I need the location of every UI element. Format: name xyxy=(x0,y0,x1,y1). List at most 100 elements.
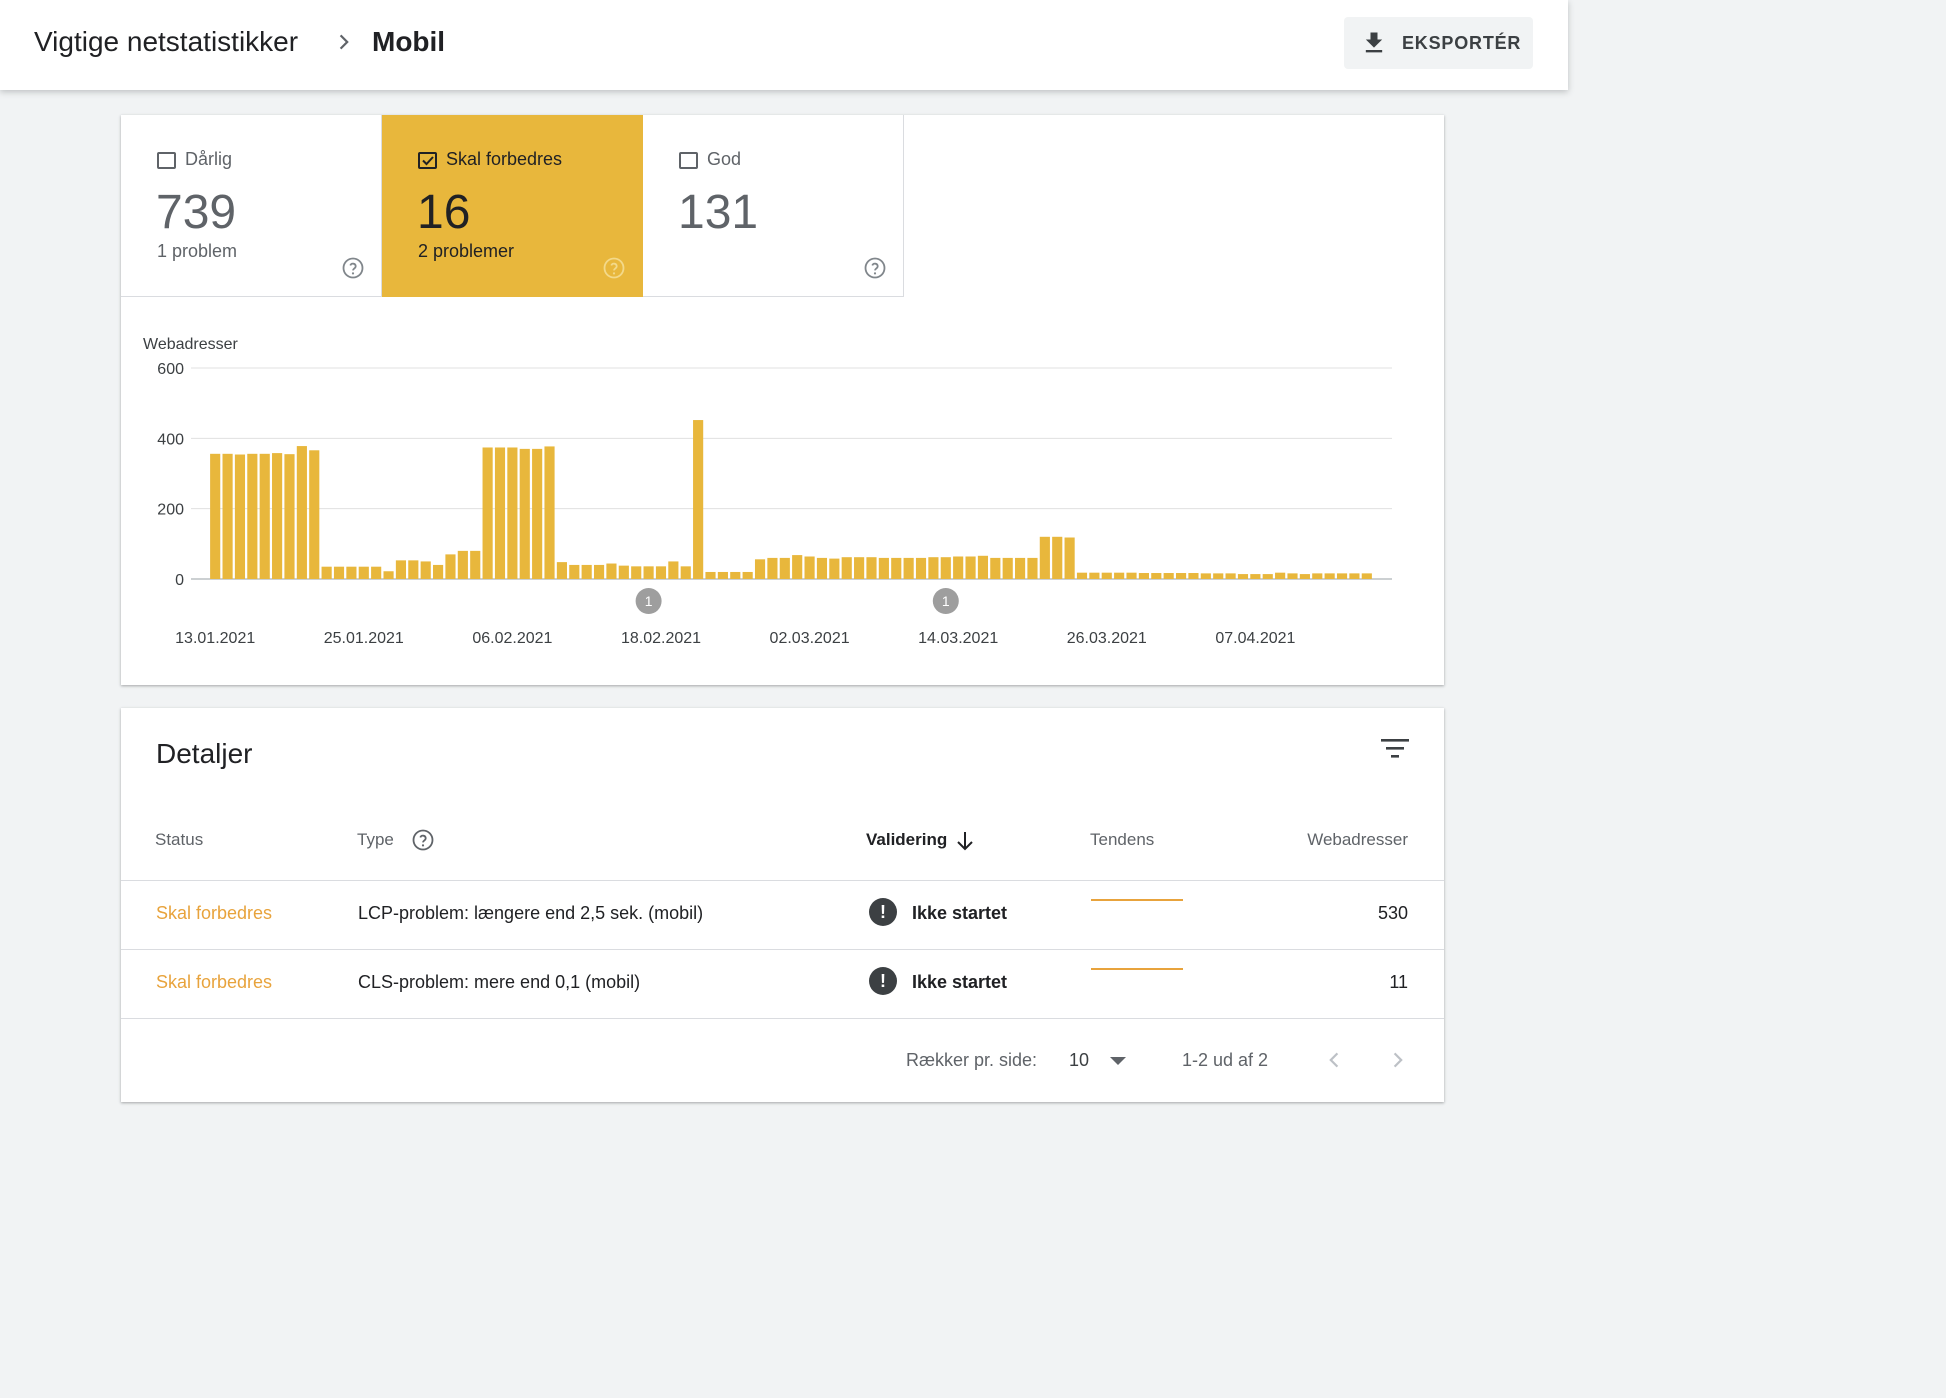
bar[interactable] xyxy=(643,566,654,579)
bar[interactable] xyxy=(631,566,642,579)
annotation-marker[interactable] xyxy=(635,588,662,614)
bar[interactable] xyxy=(408,560,419,579)
bar[interactable] xyxy=(990,557,1001,579)
bar[interactable] xyxy=(234,454,246,579)
bar[interactable] xyxy=(1299,574,1310,579)
bar[interactable] xyxy=(309,450,320,579)
bar[interactable] xyxy=(433,564,444,579)
bar[interactable] xyxy=(854,557,865,579)
tile-poor-checkbox[interactable] xyxy=(157,152,176,169)
bar[interactable] xyxy=(1052,536,1063,579)
bar[interactable] xyxy=(519,448,530,579)
bar[interactable] xyxy=(829,558,840,579)
bar[interactable] xyxy=(494,447,506,579)
bar[interactable] xyxy=(742,571,753,579)
bar[interactable] xyxy=(1225,573,1236,579)
bar[interactable] xyxy=(1101,572,1112,579)
bar[interactable] xyxy=(544,446,555,579)
bar[interactable] xyxy=(680,566,691,579)
chevron-left-icon[interactable] xyxy=(1322,1048,1346,1072)
help-icon[interactable] xyxy=(341,256,365,280)
bar[interactable] xyxy=(1250,574,1261,579)
bar[interactable] xyxy=(1002,557,1013,579)
breadcrumb-parent[interactable]: Vigtige netstatistikker xyxy=(34,26,299,57)
bar[interactable] xyxy=(1349,573,1360,579)
bar[interactable] xyxy=(606,563,617,579)
bar[interactable] xyxy=(1262,574,1273,579)
export-button[interactable]: EKSPORTÉR xyxy=(1344,17,1533,69)
rows-per-page-select[interactable]: 10 xyxy=(1069,1050,1090,1070)
bar[interactable] xyxy=(1275,572,1286,579)
tile-needs-improvement[interactable]: Skal forbedres 16 2 problemer xyxy=(382,115,643,297)
bar[interactable] xyxy=(717,571,728,579)
bar[interactable] xyxy=(693,420,704,579)
bar[interactable] xyxy=(1336,573,1348,579)
bar[interactable] xyxy=(754,559,766,579)
bar[interactable] xyxy=(420,561,431,579)
bar[interactable] xyxy=(581,564,592,579)
bar[interactable] xyxy=(730,571,741,579)
bar[interactable] xyxy=(841,557,852,579)
bar[interactable] xyxy=(284,454,295,579)
column-header-urls[interactable]: Webadresser xyxy=(1307,830,1408,849)
bar[interactable] xyxy=(1312,573,1323,579)
row-status[interactable]: Skal forbedres xyxy=(156,972,273,992)
bar[interactable] xyxy=(767,557,778,579)
bar[interactable] xyxy=(395,560,407,579)
bar[interactable] xyxy=(1188,573,1199,579)
bar[interactable] xyxy=(655,566,667,579)
bar[interactable] xyxy=(593,564,605,579)
bar[interactable] xyxy=(816,557,828,579)
bar[interactable] xyxy=(222,453,233,579)
filter-icon[interactable] xyxy=(1381,736,1409,760)
bar[interactable] xyxy=(259,453,270,579)
bar[interactable] xyxy=(668,561,679,579)
bar[interactable] xyxy=(1126,572,1137,579)
bar[interactable] xyxy=(1089,572,1100,579)
bar[interactable] xyxy=(371,566,382,579)
tile-good-checkbox[interactable] xyxy=(679,152,698,169)
bar[interactable] xyxy=(383,571,394,579)
bar[interactable] xyxy=(482,447,493,579)
column-header-status[interactable]: Status xyxy=(155,830,204,849)
bar[interactable] xyxy=(333,566,345,579)
bar[interactable] xyxy=(915,557,927,579)
bar[interactable] xyxy=(940,557,951,579)
bar[interactable] xyxy=(977,555,989,579)
bar[interactable] xyxy=(1151,573,1162,579)
bar[interactable] xyxy=(296,446,307,579)
bar[interactable] xyxy=(457,550,468,579)
bar[interactable] xyxy=(1175,573,1187,579)
bar[interactable] xyxy=(569,564,580,579)
bar[interactable] xyxy=(346,566,357,579)
bar[interactable] xyxy=(953,556,964,579)
bar[interactable] xyxy=(1076,572,1088,579)
bar[interactable] xyxy=(445,554,456,579)
bar[interactable] xyxy=(1361,573,1372,579)
tile-poor[interactable]: Dårlig 739 1 problem xyxy=(121,115,382,297)
bar[interactable] xyxy=(903,557,914,579)
bar[interactable] xyxy=(1114,572,1125,579)
annotation-marker[interactable] xyxy=(932,588,959,614)
bar[interactable] xyxy=(321,566,332,579)
dropdown-arrow-icon[interactable] xyxy=(1109,1055,1127,1067)
bar[interactable] xyxy=(470,550,481,579)
row-type[interactable]: CLS-problem: mere end 0,1 (mobil) xyxy=(358,972,641,992)
bar[interactable] xyxy=(358,566,369,579)
bar[interactable] xyxy=(965,556,976,579)
bar[interactable] xyxy=(556,562,567,579)
column-header-type[interactable]: Type xyxy=(357,830,394,849)
bar[interactable] xyxy=(804,556,815,579)
bar[interactable] xyxy=(247,453,258,579)
bar[interactable] xyxy=(1287,573,1298,579)
help-icon[interactable] xyxy=(411,828,435,852)
bar[interactable] xyxy=(866,557,877,579)
help-icon[interactable] xyxy=(863,256,887,280)
bar[interactable] xyxy=(507,447,518,579)
tile-good[interactable]: God 131 xyxy=(643,115,904,297)
bar[interactable] xyxy=(1237,574,1249,579)
bar[interactable] xyxy=(705,571,716,579)
bar[interactable] xyxy=(1213,573,1224,579)
bar[interactable] xyxy=(928,557,939,579)
bar[interactable] xyxy=(532,448,543,579)
